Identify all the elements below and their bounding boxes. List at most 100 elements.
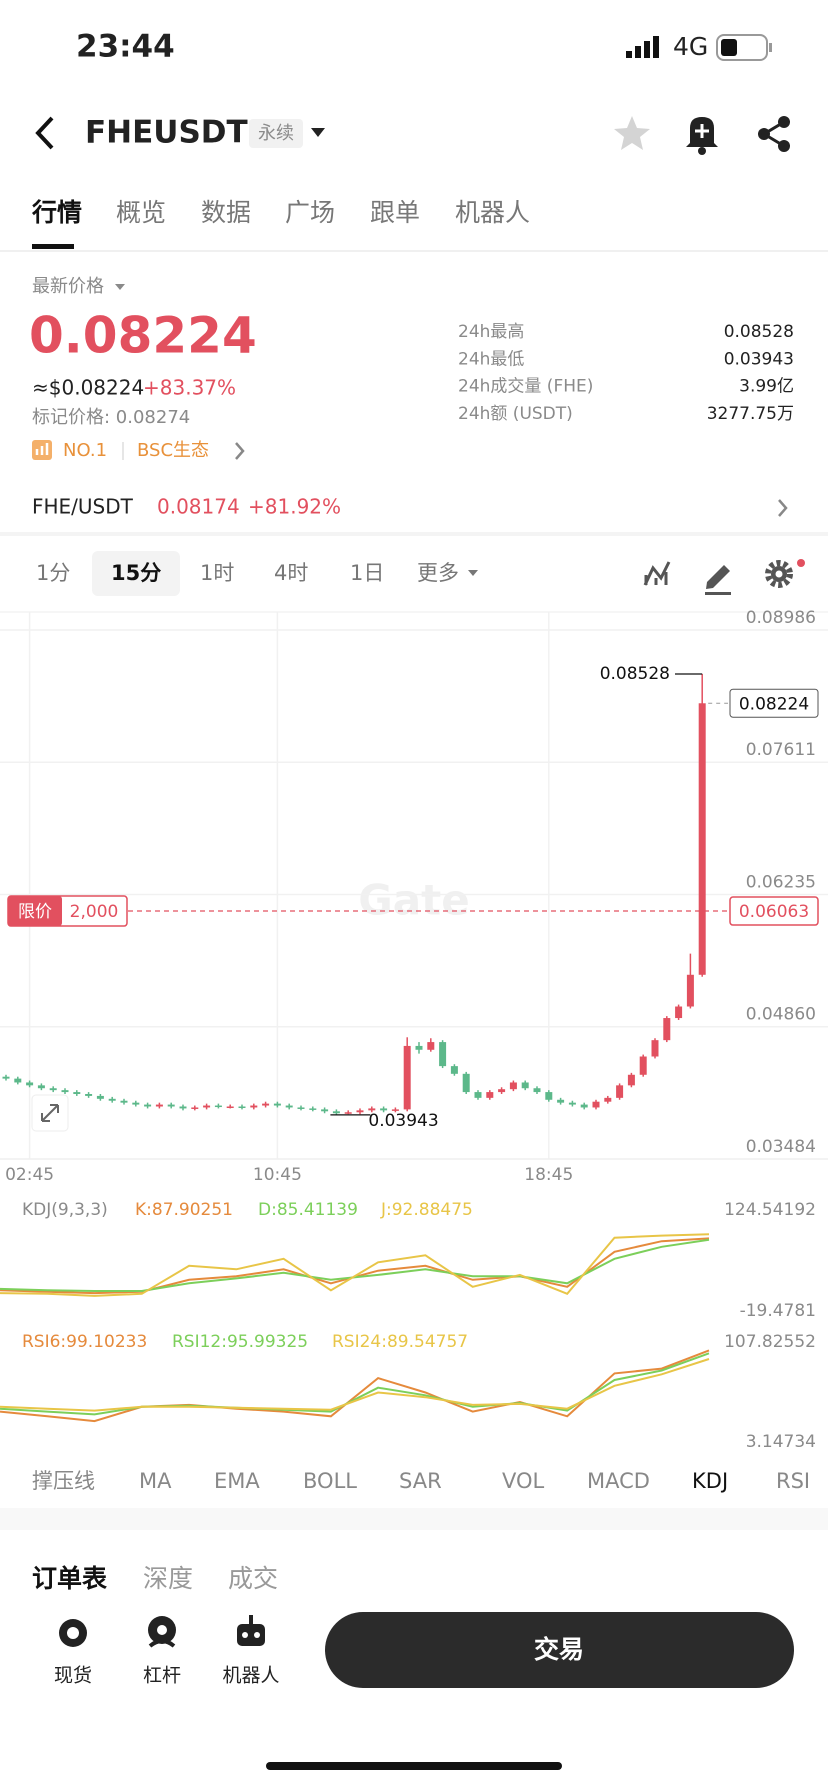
trade-button-label[interactable]: 交易 [534,1635,584,1664]
trade-button[interactable] [325,1612,794,1688]
limit-tag-label[interactable]: 限价 [18,902,52,922]
candle-body [120,1100,128,1103]
timeframe[interactable]: 1时 [200,561,234,585]
indicator-legend: K:87.90251 [135,1200,233,1220]
spot-change: +81.92% [248,495,341,519]
indicator-tab[interactable]: EMA [214,1469,260,1493]
candle-body [321,1109,329,1112]
indicator-tab[interactable]: MA [139,1469,172,1493]
candle-body [391,1109,399,1111]
tab[interactable]: 行情 [31,198,82,227]
limit-tag-label-bg [8,896,62,927]
timeframe[interactable]: 1日 [350,561,384,585]
candle-body [214,1105,222,1108]
ecosystem-tag[interactable]: BSC生态 [137,440,209,461]
candle-body [191,1107,199,1109]
settings-icon[interactable] [765,559,805,588]
favorite-icon[interactable] [614,116,650,150]
tab[interactable]: 跟单 [370,198,420,227]
x-tick-label: 10:45 [253,1165,302,1185]
indicator-tab[interactable]: VOL [502,1469,545,1493]
indicator-tab[interactable]: KDJ [692,1469,728,1493]
indicator-tab[interactable]: RSI [776,1469,810,1493]
symbol-dropdown[interactable] [311,128,325,137]
home-indicator [266,1762,562,1770]
candle-body [604,1097,612,1102]
spot-icon[interactable] [59,1619,87,1647]
tab-underline [32,244,74,249]
chevron[interactable] [778,499,788,517]
candle-body [37,1085,45,1089]
candle-body [580,1104,588,1108]
margin-icon[interactable] [148,1616,176,1648]
nav-label[interactable]: 机器人 [222,1665,279,1687]
order-tab[interactable]: 订单表 [32,1564,108,1593]
nav-label[interactable]: 现货 [54,1665,92,1687]
symbol: FHEUSDT [85,115,248,151]
candle-body [85,1094,93,1096]
indicator-tick-label: 3.14734 [746,1432,816,1452]
candle-body [250,1105,258,1108]
bot-icon[interactable] [237,1615,265,1646]
indicator-line [0,1238,710,1292]
draw-icon[interactable] [705,565,731,595]
candle-body [557,1099,565,1103]
indicator-line [0,1352,710,1416]
indicator-tab[interactable]: BOLL [303,1469,357,1493]
tab[interactable]: 机器人 [455,198,530,227]
candle-body [262,1103,270,1106]
low-label: 0.03943 [368,1111,438,1131]
rank[interactable]: NO.1 [63,440,107,461]
back-button[interactable] [35,116,54,150]
indicator-tab[interactable]: MACD [587,1469,650,1493]
candle-body [698,703,706,975]
indicator-title: KDJ(9,3,3) [22,1200,108,1220]
candle-body [450,1066,458,1074]
candle-body [545,1092,553,1100]
timeframe[interactable]: 15分 [111,561,161,585]
last-price: 0.08224 [29,307,257,365]
timeframe[interactable]: 更多 [417,561,459,585]
timeframe[interactable]: 4时 [274,561,308,585]
signal-icon [626,36,659,58]
stat-label: 24h最低 [458,349,524,369]
candle-body [651,1040,659,1057]
tab[interactable]: 数据 [201,198,251,227]
y-tick-label: 0.06235 [746,873,816,893]
indicator-tick-label: -19.4781 [740,1301,816,1321]
tab[interactable]: 广场 [285,198,335,227]
indicator-tab[interactable]: 撑压线 [32,1469,95,1493]
share-icon[interactable] [758,116,790,152]
spot-price: 0.08174 [157,495,240,519]
timeframe[interactable]: 1分 [36,561,70,585]
order-tab[interactable]: 成交 [228,1564,278,1593]
y-tick-label: 0.08986 [746,608,816,628]
candle-body [26,1082,34,1086]
price-change: +83.37% [143,376,236,400]
dropdown-arrow[interactable] [115,284,125,290]
candle-body [155,1104,163,1107]
nav-label[interactable]: 杠杆 [143,1665,181,1687]
indicator-tick-label: 124.54192 [724,1200,816,1220]
last-price-tag [729,688,819,718]
high-label: 0.08528 [600,664,670,684]
expand-icon[interactable] [31,1094,69,1132]
dropdown-arrow[interactable] [468,570,478,576]
candle-body [568,1102,576,1105]
usd-price: ≈$0.08224 [32,376,144,400]
spot-pair[interactable]: FHE/USDT [32,495,134,519]
chevron[interactable] [235,442,245,460]
order-tab[interactable]: 深度 [143,1564,193,1593]
limit-quantity[interactable]: 2,000 [70,902,119,922]
alert-icon[interactable] [686,117,718,155]
candle-body [49,1088,57,1091]
x-tick-label: 18:45 [524,1165,573,1185]
tab[interactable]: 概览 [116,198,166,227]
candle-body [592,1101,600,1108]
candle-body [238,1106,246,1109]
indicator-icon[interactable] [643,561,671,586]
indicator-tab[interactable]: SAR [399,1469,442,1493]
candle-body [179,1106,187,1109]
rank-icon [32,440,52,460]
candle-body [2,1076,10,1079]
